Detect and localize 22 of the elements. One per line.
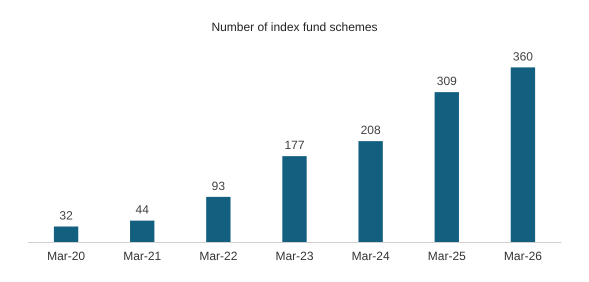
bar <box>206 196 231 242</box>
bar <box>282 156 307 242</box>
x-tick-label: Mar-21 <box>123 249 162 263</box>
bar <box>54 226 78 242</box>
chart-title: Number of index fund schemes <box>211 20 378 34</box>
bar <box>358 141 383 242</box>
data-label: 360 <box>512 49 534 64</box>
x-tick-label: Mar-25 <box>428 249 466 263</box>
data-label: 177 <box>284 138 305 152</box>
data-label: 93 <box>212 178 226 193</box>
x-tick-label: Mar-22 <box>199 249 238 263</box>
data-label: 208 <box>360 123 381 138</box>
data-label: 44 <box>136 202 150 217</box>
bar <box>434 92 459 242</box>
bar <box>510 67 536 242</box>
x-tick-label: Mar-24 <box>352 249 390 263</box>
data-label: 309 <box>436 74 458 88</box>
data-label: 32 <box>59 208 74 222</box>
x-tick-label: Mar-20 <box>47 249 86 263</box>
bar <box>130 220 154 242</box>
x-tick-label: Mar-23 <box>275 249 314 263</box>
x-tick-label: Mar-26 <box>504 249 542 263</box>
